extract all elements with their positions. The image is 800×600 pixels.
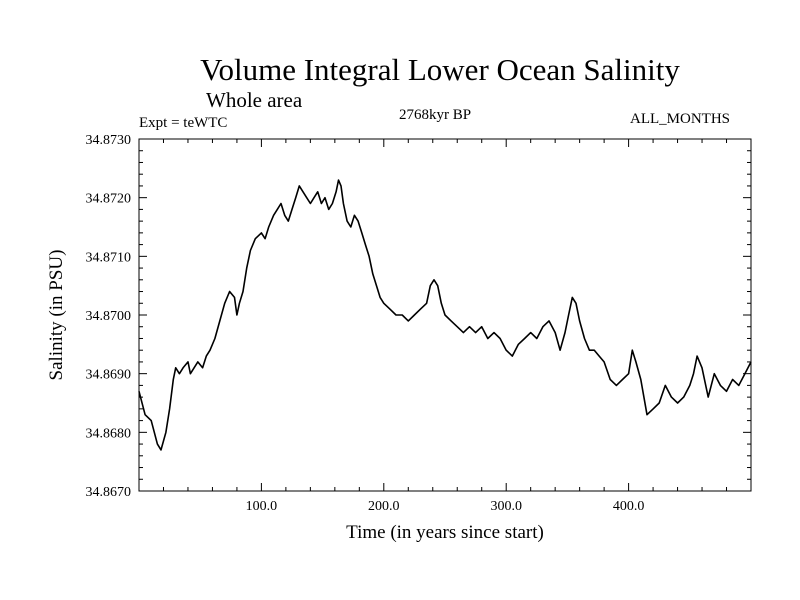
chart-title: Volume Integral Lower Ocean Salinity <box>200 52 680 87</box>
period-label: 2768kyr BP <box>399 107 472 123</box>
x-tick-label: 300.0 <box>490 499 522 514</box>
y-tick-label: 34.8680 <box>86 426 132 441</box>
x-tick-label: 100.0 <box>246 499 278 514</box>
salinity-series-line <box>138 179 752 451</box>
tick-marks <box>139 139 751 491</box>
y-tick-label: 34.8720 <box>86 192 132 207</box>
x-tick-label: 400.0 <box>613 499 645 514</box>
y-tick-label: 34.8700 <box>86 309 132 324</box>
y-tick-label: 34.8670 <box>86 485 132 500</box>
x-tick-label: 200.0 <box>368 499 400 514</box>
months-label: ALL_MONTHS <box>630 111 730 127</box>
x-tick-labels: 100.0 200.0 300.0 400.0 <box>246 499 645 514</box>
experiment-label: Expt = teWTC <box>139 115 228 131</box>
y-tick-label: 34.8710 <box>86 250 132 265</box>
y-tick-labels: 34.8670 34.8680 34.8690 34.8700 34.8710 34.87… <box>86 133 132 500</box>
chart-subtitle: Whole area <box>206 88 303 112</box>
y-tick-label: 34.8730 <box>86 133 132 148</box>
y-axis-label: Salinity (in PSU) <box>46 250 67 381</box>
x-axis-label: Time (in years since start) <box>346 522 544 543</box>
y-tick-label: 34.8690 <box>86 368 132 383</box>
